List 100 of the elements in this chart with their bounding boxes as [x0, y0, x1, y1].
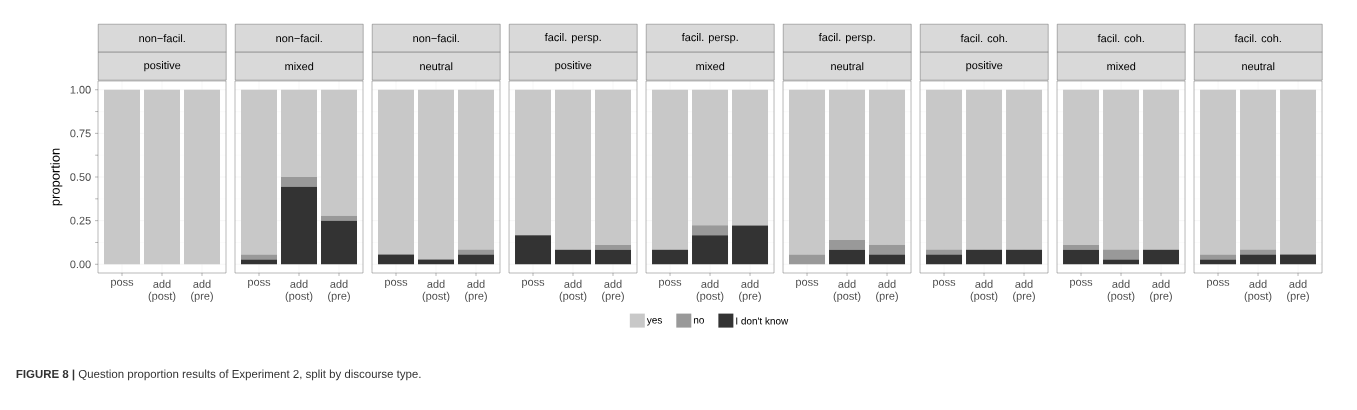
y-tick-label: 0.00 [70, 260, 91, 269]
y-tick-label: 1.00 [70, 85, 91, 94]
bar [1143, 89, 1180, 250]
text: FIGURE 8 | Question proportion results of Experiment 2, split by discourse type. [16, 369, 421, 381]
x-tick-label: add (post) [422, 279, 450, 303]
x-tick-label: poss [522, 279, 545, 289]
bar [1006, 249, 1043, 265]
x-tick-label: add (pre) [1150, 279, 1172, 303]
bar [595, 249, 632, 265]
bar [1280, 254, 1317, 265]
bar [1103, 89, 1140, 250]
bar [241, 89, 278, 255]
x-tick-label: add (pre) [602, 279, 624, 303]
bar [378, 254, 415, 265]
legend-label: I don't know [736, 317, 789, 325]
x-tick-label: poss [248, 279, 271, 289]
x-tick-label: add (post) [559, 279, 587, 303]
chart-subtitle: positive [555, 61, 592, 72]
bar [1200, 259, 1237, 265]
bar [595, 244, 632, 250]
x-tick-label: poss [659, 279, 682, 289]
bar [378, 89, 415, 255]
x-tick-label: add (post) [148, 279, 176, 303]
bar [692, 235, 729, 265]
chart-subtitle: mixed [696, 62, 725, 71]
bar [1240, 254, 1277, 265]
bar [281, 89, 318, 178]
chart-title: facil. persp. [818, 33, 875, 44]
x-tick-label: add (pre) [876, 279, 898, 303]
bar [1063, 249, 1100, 265]
bar [458, 89, 495, 250]
bar [321, 215, 358, 221]
bar [1063, 89, 1100, 245]
bar [515, 235, 552, 265]
bar [281, 177, 318, 187]
y-tick-label: 0.25 [70, 216, 91, 225]
bar [732, 89, 769, 226]
x-tick-label: add (post) [1244, 279, 1272, 303]
bar [869, 254, 906, 265]
bar [1143, 249, 1180, 265]
x-tick-label: poss [1070, 279, 1093, 289]
x-tick-label: add (pre) [1013, 279, 1035, 303]
legend-label: yes [646, 318, 662, 326]
bar [515, 89, 552, 236]
bar [595, 89, 632, 245]
chart-title: facil. coh. [1097, 34, 1144, 43]
bar [555, 249, 592, 265]
bar [789, 89, 826, 255]
bar [926, 89, 963, 250]
chart-title: facil. persp. [544, 33, 601, 44]
bar [241, 259, 278, 265]
y-axis-title: proportion [50, 148, 63, 206]
bar [829, 249, 866, 265]
bar [966, 249, 1003, 265]
y-tick-label: 0.50 [70, 173, 91, 181]
x-tick-label: add (pre) [191, 279, 213, 303]
chart-subtitle: neutral [1242, 62, 1275, 71]
bar [321, 220, 358, 265]
bar [789, 254, 826, 265]
legend-label: no [693, 318, 704, 324]
chart-subtitle: neutral [420, 62, 453, 71]
bar [555, 89, 592, 250]
x-tick-label: poss [1207, 279, 1230, 289]
chart-subtitle: mixed [1107, 62, 1136, 71]
bar [1240, 249, 1277, 255]
bar [458, 249, 495, 255]
bar [1240, 89, 1277, 250]
y-tick-label: 0.75 [70, 129, 91, 138]
bar [652, 89, 689, 250]
x-tick-label: poss [933, 279, 956, 289]
chart-subtitle: mixed [285, 62, 314, 71]
bar [652, 249, 689, 265]
bar [458, 254, 495, 265]
bar [926, 249, 963, 255]
chart-title: facil. persp. [681, 33, 738, 44]
bar [692, 225, 729, 236]
bar [321, 89, 358, 216]
x-tick-label: add (post) [285, 279, 313, 303]
x-tick-label: poss [385, 279, 408, 289]
chart-title: facil. coh. [960, 34, 1007, 43]
bar [732, 225, 769, 265]
x-tick-label: poss [796, 279, 819, 289]
x-tick-label: add (post) [833, 279, 861, 303]
chart-subtitle: neutral [831, 62, 864, 71]
bar [829, 89, 866, 241]
bar [418, 259, 455, 265]
x-tick-label: add (post) [696, 279, 724, 303]
bar [1063, 244, 1100, 250]
bar [869, 89, 906, 245]
bar [926, 254, 963, 265]
bar [281, 186, 318, 265]
chart-title: facil. coh. [1234, 34, 1281, 43]
chart-title: non−facil. [139, 34, 185, 43]
x-tick-label: add (pre) [465, 279, 487, 303]
bar [1200, 89, 1237, 255]
x-tick-label: add (pre) [739, 279, 761, 303]
chart-title: non−facil. [276, 34, 322, 43]
bar [1103, 259, 1140, 265]
x-tick-label: add (post) [1107, 279, 1135, 303]
bar [1006, 89, 1043, 250]
